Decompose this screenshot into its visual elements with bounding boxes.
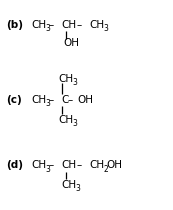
Text: –: – [76, 20, 81, 30]
Text: –: – [76, 160, 81, 171]
Text: 3: 3 [73, 78, 78, 87]
Text: –: – [49, 20, 54, 30]
Text: 3: 3 [76, 184, 81, 193]
Text: OH: OH [63, 38, 79, 49]
Text: –: – [49, 95, 54, 105]
Text: –: – [68, 95, 73, 105]
Text: CH: CH [89, 160, 104, 171]
Text: OH: OH [77, 95, 93, 105]
Text: 3: 3 [73, 119, 78, 128]
Text: OH: OH [106, 160, 122, 171]
Text: CH: CH [62, 160, 77, 171]
Text: CH: CH [62, 20, 77, 30]
Text: (d): (d) [6, 160, 23, 171]
Text: 3: 3 [46, 165, 51, 174]
Text: CH: CH [89, 20, 104, 30]
Text: (c): (c) [6, 95, 22, 105]
Text: 3: 3 [46, 24, 51, 33]
Text: –: – [49, 160, 54, 171]
Text: CH: CH [32, 160, 47, 171]
Text: CH: CH [32, 95, 47, 105]
Text: 2: 2 [103, 165, 108, 174]
Text: CH: CH [59, 74, 74, 84]
Text: CH: CH [62, 180, 77, 190]
Text: 3: 3 [46, 99, 51, 108]
Text: CH: CH [32, 20, 47, 30]
Text: 3: 3 [103, 24, 108, 33]
Text: C: C [62, 95, 69, 105]
Text: CH: CH [59, 115, 74, 125]
Text: (b): (b) [6, 20, 23, 30]
